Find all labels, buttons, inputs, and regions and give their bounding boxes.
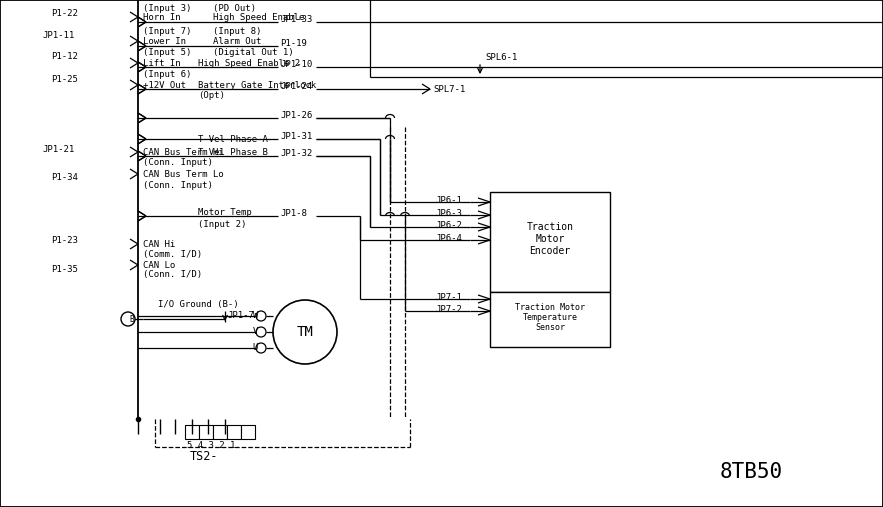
Bar [490,192,610,292]
Bar [227,425,241,439]
Circle shape [121,312,135,326]
Text: U: U [253,344,258,352]
Text: V: V [253,328,258,337]
Text: Battery Gate Interlock: Battery Gate Interlock [198,81,316,90]
Text: (Opt): (Opt) [198,91,225,99]
Text: (Digital Out 1): (Digital Out 1) [213,48,294,56]
Text: JP1-8: JP1-8 [280,208,307,218]
Text: JP6-4: JP6-4 [435,234,462,242]
Text: P1-12: P1-12 [51,52,78,60]
Text: P1-35: P1-35 [51,265,78,273]
Text: 5 4 3 2 1: 5 4 3 2 1 [187,442,236,451]
Circle shape [256,343,266,353]
Text: CAN Lo: CAN Lo [143,261,175,270]
Text: JP1-33: JP1-33 [280,15,313,23]
Text: P1-34: P1-34 [51,172,78,182]
Text: JP6-3: JP6-3 [435,208,462,218]
Text: CAN Hi: CAN Hi [143,239,175,248]
Text: P1-23: P1-23 [51,235,78,244]
Text: High Speed Enable: High Speed Enable [213,13,305,21]
Text: JP7-1: JP7-1 [435,293,462,302]
Text: Alarm Out: Alarm Out [213,37,261,46]
Text: SPL7-1: SPL7-1 [433,85,465,93]
Text: P1-25: P1-25 [51,75,78,84]
Text: (Conn. Input): (Conn. Input) [143,158,213,166]
Circle shape [256,327,266,337]
Text: Traction: Traction [526,222,573,232]
Text: JP6-2: JP6-2 [435,221,462,230]
Text: JP1-11: JP1-11 [42,30,75,40]
Text: Horn In: Horn In [143,13,181,21]
Text: CAN Bus Term Lo: CAN Bus Term Lo [143,169,223,178]
Text: Motor Temp: Motor Temp [198,207,252,216]
Text: (PD Out): (PD Out) [213,4,256,13]
Text: (Input 6): (Input 6) [143,69,192,79]
Text: (Comm. I/D): (Comm. I/D) [143,250,202,260]
Bar [241,425,255,439]
Text: (Conn. I/D): (Conn. I/D) [143,271,202,279]
Text: 8TB50: 8TB50 [720,462,783,482]
Text: W: W [253,311,258,320]
Text: Encoder: Encoder [530,246,570,256]
Text: (Input 7): (Input 7) [143,26,192,35]
Text: JP1-21: JP1-21 [42,144,75,154]
Text: Temperature: Temperature [523,312,577,321]
Text: T Vel Phase A: T Vel Phase A [198,134,268,143]
Text: JP1-24: JP1-24 [280,82,313,91]
Text: High Speed Enable 2: High Speed Enable 2 [198,58,300,67]
Text: JP1-32: JP1-32 [280,149,313,158]
Text: (Conn. Input): (Conn. Input) [143,180,213,190]
Text: JP1-7: JP1-7 [227,310,254,319]
Text: SPL6-1: SPL6-1 [485,53,517,61]
Text: JP1-10: JP1-10 [280,59,313,68]
Text: JP6-1: JP6-1 [435,196,462,204]
Bar [199,425,213,439]
Circle shape [256,311,266,321]
Text: JP1-26: JP1-26 [280,111,313,120]
Text: I/O Ground (B-): I/O Ground (B-) [158,301,238,309]
Text: Sensor: Sensor [535,322,565,332]
Text: (Input 5): (Input 5) [143,48,192,56]
Text: TS2-: TS2- [190,451,218,463]
Text: CAN Bus Term Hi: CAN Bus Term Hi [143,148,223,157]
Bar [490,292,610,347]
Text: JP7-2: JP7-2 [435,305,462,313]
Bar [185,425,199,439]
Text: Motor: Motor [535,234,565,244]
Text: P1-22: P1-22 [51,9,78,18]
Text: T Vel Phase B: T Vel Phase B [198,148,268,157]
Text: Traction Motor: Traction Motor [515,303,585,311]
Text: B-: B- [129,314,139,323]
Text: JP1-31: JP1-31 [280,131,313,140]
Text: Lower In: Lower In [143,37,186,46]
Text: P1-19: P1-19 [280,39,307,48]
Text: (Input 3): (Input 3) [143,4,192,13]
Text: Lift In: Lift In [143,58,181,67]
Text: +12V Out: +12V Out [143,81,186,90]
Text: TM: TM [297,325,313,339]
Circle shape [273,300,337,364]
Text: (Input 8): (Input 8) [213,26,261,35]
Text: (Input 2): (Input 2) [198,220,246,229]
Bar [213,425,227,439]
